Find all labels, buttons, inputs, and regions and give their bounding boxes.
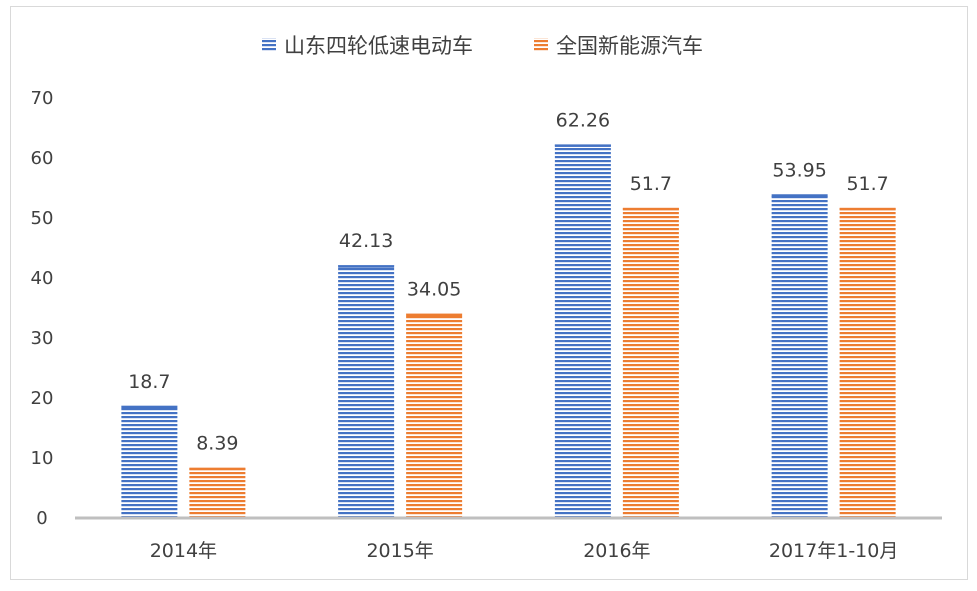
data-label: 8.39 [196,433,238,455]
data-label: 53.95 [772,159,826,181]
data-label: 51.7 [630,173,672,195]
x-tick-label: 2014年 [150,540,217,562]
y-tick-label: 10 [31,448,54,469]
bar-top-edge [121,405,178,409]
bar-series-2 [839,207,896,519]
legend: 山东四轮低速电动车 全国新能源汽车 [262,34,703,58]
bar-top-edge [406,313,463,317]
legend-label: 全国新能源汽车 [556,34,703,58]
y-tick-label: 70 [31,88,54,109]
y-tick-label: 30 [31,328,54,349]
data-label: 42.13 [339,230,393,252]
bar-top-edge [189,467,246,471]
bar-series-1 [121,405,178,518]
bar-top-edge [771,194,828,197]
y-tick-label: 40 [31,268,54,289]
bar-series-1 [554,144,611,518]
bar-series-2 [622,207,679,519]
y-axis: 0 10 20 30 40 50 60 70 [31,88,54,529]
bar-series-1 [771,194,828,519]
x-tick-label: 2015年 [366,540,433,562]
data-label: 34.05 [407,279,461,301]
x-tick-label: 2017年1-10月 [769,540,898,562]
bars: 18.7 42.13 62.26 53.95 8.39 34.05 51.7 51.7 [121,109,896,519]
legend-swatch [534,38,548,52]
bar-top-edge [554,144,611,147]
bar-series-2 [189,467,246,518]
y-tick-label: 50 [31,208,54,229]
y-tick-label: 60 [31,148,54,169]
legend-label: 山东四轮低速电动车 [284,34,473,58]
x-tick-label: 2016年 [583,540,650,562]
legend-swatch [262,38,276,52]
bar-series-1 [338,265,395,518]
data-label: 18.7 [128,371,170,393]
bar-top-edge [622,207,679,211]
bar-top-edge [338,265,395,268]
bar-top-edge [839,207,896,211]
bar-series-2 [406,313,463,518]
data-label: 62.26 [556,109,610,131]
y-tick-label: 0 [36,508,47,529]
x-axis: 2014年 2015年 2016年 2017年1-10月 [75,516,942,562]
y-tick-label: 20 [31,388,54,409]
data-label: 51.7 [846,173,888,195]
